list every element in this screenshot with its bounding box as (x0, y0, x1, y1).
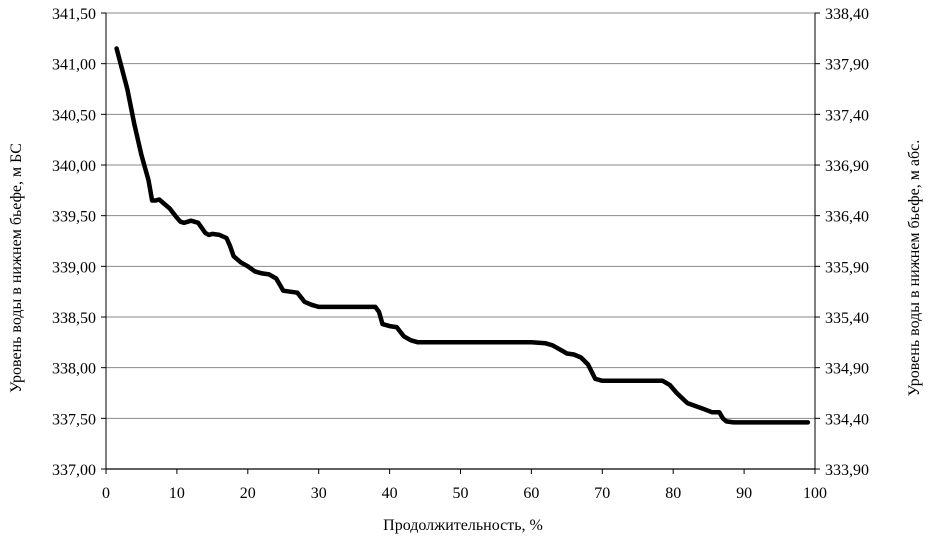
y-left-tick-label: 340,50 (52, 107, 96, 124)
y-left-tick-label: 337,50 (52, 411, 96, 428)
series-line (114, 46, 811, 425)
plot-frame (105, 13, 816, 470)
series-group (114, 46, 811, 425)
y-right-tick-label: 337,40 (825, 107, 869, 124)
x-tick-label: 70 (594, 485, 610, 502)
y-axis-left-ticks: 337,00 337,50 338,00 338,50 339,00 339,50 340,… (52, 6, 106, 479)
y-left-tick-label: 338,00 (52, 361, 96, 378)
x-tick-label: 0 (102, 485, 110, 502)
x-axis-ticks: 0 10 20 30 40 50 60 70 80 90 100 (102, 469, 827, 502)
y-right-tick-label: 335,40 (825, 310, 869, 327)
x-tick-label: 30 (311, 485, 327, 502)
x-tick-label: 40 (382, 485, 398, 502)
y-axis-left-title: Уровень воды в нижнем бьефе, м БС (8, 143, 25, 393)
x-tick-label: 20 (240, 485, 256, 502)
x-tick-label: 60 (523, 485, 539, 502)
x-tick-label: 10 (169, 485, 185, 502)
y-right-tick-label: 337,90 (825, 57, 869, 74)
y-left-tick-label: 339,50 (52, 209, 96, 226)
y-right-tick-label: 334,90 (825, 361, 869, 378)
y-axis-right-ticks: 333,90 334,40 334,90 335,40 335,90 336,40 336,… (815, 6, 869, 479)
gridlines (106, 12, 815, 470)
y-left-tick-label: 341,50 (52, 6, 96, 23)
y-right-tick-label: 333,90 (825, 462, 869, 479)
x-tick-label: 80 (665, 485, 681, 502)
y-left-tick-label: 341,00 (52, 57, 96, 74)
y-right-tick-label: 336,90 (825, 158, 869, 175)
y-axis-right-title: Уровень воды в нижнем бьефе, м абс. (906, 140, 923, 396)
x-tick-label: 50 (453, 485, 469, 502)
y-left-tick-label: 338,50 (52, 310, 96, 327)
x-tick-label: 100 (803, 485, 827, 502)
y-right-tick-label: 334,40 (825, 411, 869, 428)
x-axis-title: Продолжительность, % (383, 517, 543, 534)
y-left-tick-label: 339,00 (52, 259, 96, 276)
y-right-tick-label: 335,90 (825, 259, 869, 276)
x-tick-label: 90 (736, 485, 752, 502)
y-right-tick-label: 338,40 (825, 6, 869, 23)
y-left-tick-label: 337,00 (52, 462, 96, 479)
y-left-tick-label: 340,00 (52, 158, 96, 175)
y-right-tick-label: 336,40 (825, 209, 869, 226)
